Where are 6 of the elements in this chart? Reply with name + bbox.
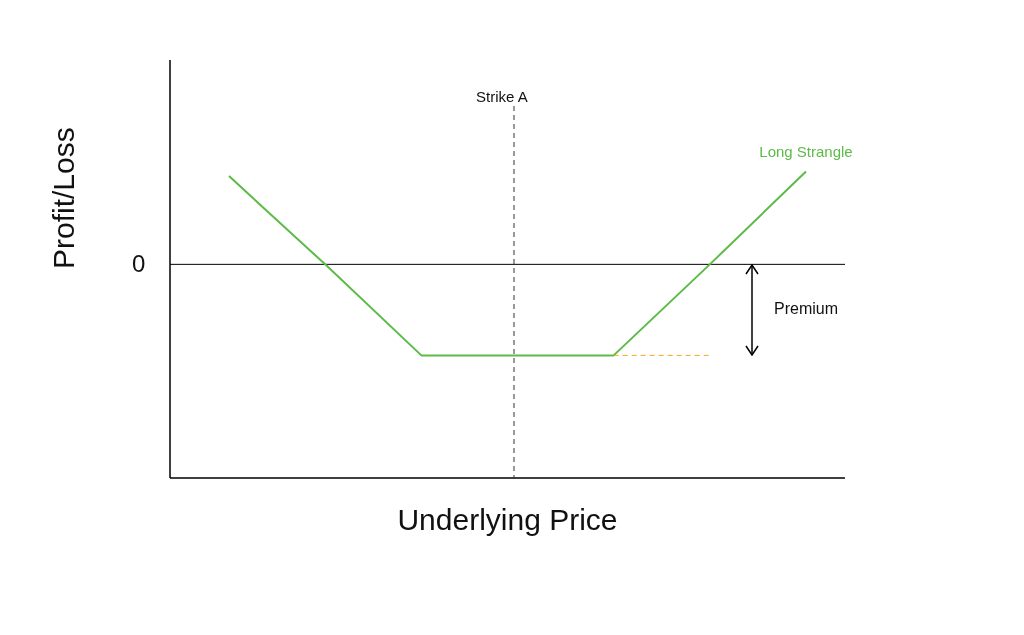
annotation: Premium <box>774 300 839 318</box>
x-axis-title: Underlying Price <box>397 503 618 536</box>
text: Strike A <box>476 88 528 105</box>
y-axis-title: Profit/Loss <box>46 127 80 269</box>
series-label: Long Strangle <box>759 143 853 161</box>
text: 0 <box>132 250 146 278</box>
